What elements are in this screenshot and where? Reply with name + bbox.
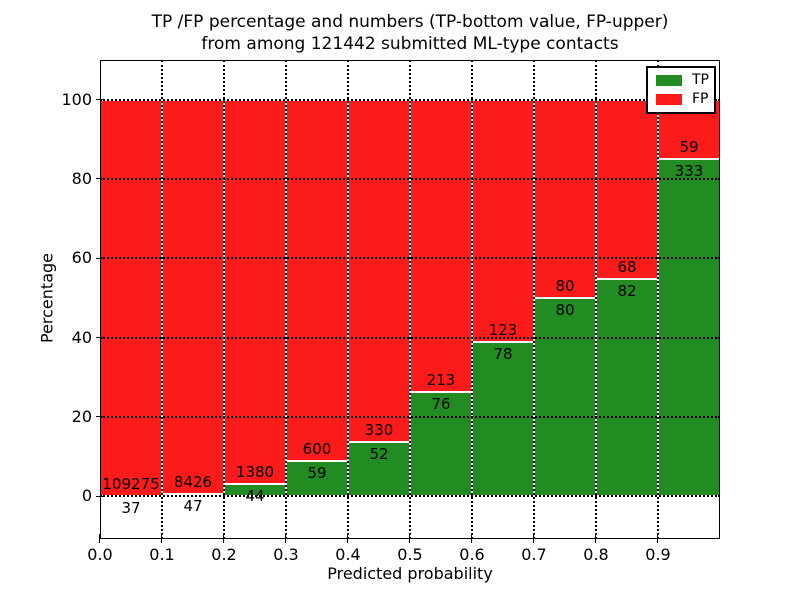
legend-item-tp: TP [656, 73, 710, 88]
x-tick-label: 0.5 [397, 545, 423, 564]
y-tick-label: 100 [61, 89, 92, 109]
legend: TP FP [646, 66, 716, 114]
x-tick-label: 0.0 [87, 545, 113, 564]
fp-count-label: 109275 [102, 475, 160, 494]
bar-segment-fp [224, 99, 286, 485]
bar-segment-fp [162, 99, 224, 495]
fp-count-label: 600 [302, 439, 332, 458]
v-gridline [471, 60, 473, 539]
x-tick-mark [409, 534, 411, 543]
v-gridline [161, 60, 163, 539]
x-axis-label: Predicted probability [327, 564, 493, 583]
y-tick-mark [96, 257, 105, 259]
legend-label-tp: TP [692, 72, 709, 88]
bar-segment-tp [472, 342, 534, 497]
x-tick-mark [471, 534, 473, 543]
bar-segment-fp [472, 99, 534, 343]
v-gridline [533, 60, 535, 539]
y-tick-label: 80 [71, 169, 92, 188]
tp-count-label: 59 [307, 463, 327, 482]
x-tick-mark [595, 534, 597, 543]
x-tick-mark [347, 534, 349, 543]
legend-item-fp: FP [656, 92, 710, 107]
bar-segment-fp [410, 99, 472, 392]
x-tick-label: 0.9 [645, 545, 671, 564]
bar-segment-tp [596, 279, 658, 497]
v-gridline [657, 60, 659, 539]
plot-area: 109275 37 8426 47 1380 44 600 59 330 52 213 76 123 78… [96, 60, 720, 543]
fp-swatch-icon [656, 94, 682, 105]
x-tick-label: 0.1 [149, 545, 175, 564]
x-tick-mark [657, 534, 659, 543]
x-tick-label: 0.7 [521, 545, 547, 564]
chart-title: TP /FP percentage and numbers (TP-bottom… [152, 11, 669, 55]
tp-count-label: 76 [431, 395, 451, 414]
v-gridline [347, 60, 349, 539]
y-tick-label: 0 [81, 486, 92, 506]
bar-segment-fp [596, 99, 658, 280]
fp-count-label: 123 [488, 321, 518, 340]
x-tick-mark [99, 534, 101, 543]
v-gridline [223, 60, 225, 539]
chart-title-line1: TP /FP percentage and numbers (TP-bottom… [151, 12, 669, 32]
y-tick-mark [96, 416, 105, 418]
x-tick-mark [161, 534, 163, 543]
fp-count-label: 59 [679, 138, 699, 157]
fp-count-label: 68 [617, 258, 637, 277]
y-tick-label: 20 [71, 407, 92, 427]
v-gridline [595, 60, 597, 539]
bar-segment-tp [658, 159, 720, 497]
y-tick-mark [96, 495, 105, 497]
x-tick-label: 0.2 [211, 545, 237, 564]
fp-count-label: 8426 [173, 473, 213, 492]
x-tick-label: 0.8 [583, 545, 609, 564]
x-tick-mark [223, 534, 225, 543]
bar-segment-fp [534, 99, 596, 298]
y-tick-mark [96, 336, 105, 338]
y-tick-mark [96, 98, 105, 100]
x-tick-label: 0.3 [273, 545, 299, 564]
bar-segment-fp [286, 99, 348, 461]
bar-segment-tp [348, 442, 410, 497]
tp-swatch-icon [656, 75, 682, 86]
y-tick-label: 60 [71, 248, 92, 268]
v-gridline [285, 60, 287, 539]
x-tick-mark [533, 534, 535, 543]
chart-title-line2: from among 121442 submitted ML-type cont… [201, 34, 619, 54]
legend-label-fp: FP [692, 91, 709, 107]
x-tick-label: 0.6 [459, 545, 485, 564]
y-tick-mark [96, 178, 105, 180]
v-gridline [409, 60, 411, 539]
tp-count-label: 82 [617, 282, 637, 301]
bar-segment-tp [534, 298, 596, 497]
tp-count-label: 37 [121, 499, 141, 518]
y-tick-label: 40 [71, 327, 92, 347]
fp-count-label: 1380 [235, 463, 275, 482]
bar-segment-tp [410, 392, 472, 497]
tp-count-label: 78 [493, 345, 513, 364]
tp-count-label: 333 [674, 162, 704, 181]
fp-count-label: 213 [426, 371, 456, 390]
tp-count-label: 80 [555, 301, 575, 319]
tp-count-label: 52 [369, 445, 389, 464]
fp-count-label: 330 [364, 421, 394, 440]
fp-count-label: 80 [555, 277, 575, 295]
bar-segment-fp [348, 99, 410, 443]
tp-count-label: 47 [183, 497, 203, 516]
tp-count-label: 44 [245, 487, 265, 506]
x-tick-label: 0.4 [335, 545, 361, 564]
x-tick-mark [285, 534, 287, 543]
bar-segment-fp [100, 99, 162, 497]
